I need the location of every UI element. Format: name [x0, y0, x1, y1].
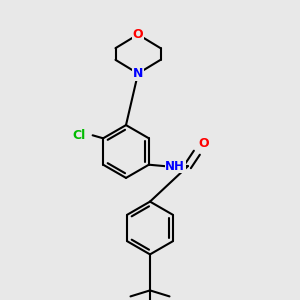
Text: Cl: Cl: [72, 129, 85, 142]
Text: NH: NH: [165, 160, 185, 173]
Text: N: N: [133, 67, 143, 80]
Text: O: O: [198, 137, 209, 150]
Text: O: O: [133, 28, 143, 41]
